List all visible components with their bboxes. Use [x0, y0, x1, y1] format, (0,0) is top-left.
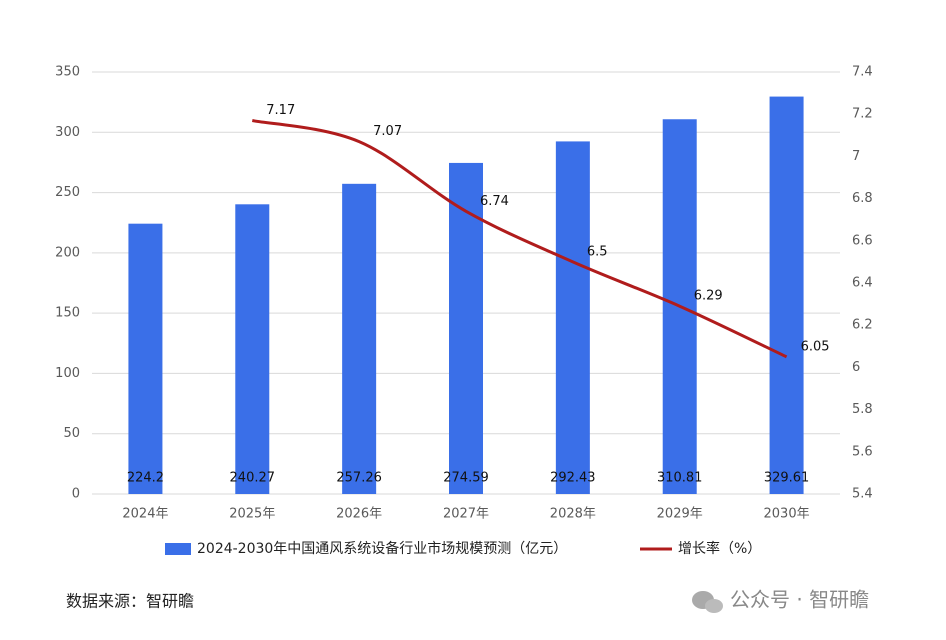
legend-label: 2024-2030年中国通风系统设备行业市场规模预测（亿元）: [197, 540, 567, 557]
y-tick-label: 250: [55, 185, 80, 200]
line-label: 6.29: [694, 289, 723, 304]
y-tick-label: 100: [55, 366, 80, 381]
line-label: 7.17: [266, 103, 295, 118]
watermark-icon: [692, 591, 723, 613]
data-label: 224.2: [127, 471, 164, 486]
data-label: 310.81: [657, 471, 703, 486]
bar: [342, 183, 377, 495]
y-tick-label: 350: [55, 65, 80, 80]
watermark: 公众号 · 智研瞻: [730, 588, 869, 612]
x-tick-label: 2024年: [122, 507, 168, 522]
bar: [128, 223, 163, 494]
line-label: 7.07: [373, 124, 402, 139]
x-tick-label: 2025年: [229, 507, 275, 522]
y2-tick-label: 5.8: [852, 402, 873, 417]
y2-tick-label: 6.4: [852, 276, 873, 291]
data-label: 329.61: [764, 471, 810, 486]
line-label: 6.74: [480, 194, 509, 209]
line: [251, 119, 788, 359]
line-label: 6.5: [587, 244, 608, 259]
data-label: 240.27: [230, 471, 276, 486]
data-label: 257.26: [336, 471, 382, 486]
data-label: 292.43: [550, 471, 596, 486]
x-tick-label: 2027年: [443, 507, 489, 522]
bar: [555, 141, 590, 494]
y2-tick-label: 5.6: [852, 444, 873, 459]
bar: [235, 204, 270, 494]
y2-tick-label: 7.2: [852, 107, 873, 122]
line-label: 6.05: [801, 339, 830, 354]
legend-swatch: [165, 543, 191, 555]
bar: [769, 96, 804, 495]
x-tick-label: 2026年: [336, 507, 382, 522]
x-tick-label: 2030年: [764, 507, 810, 522]
y-tick-label: 200: [55, 245, 80, 260]
y-tick-label: 50: [63, 426, 80, 441]
y2-tick-label: 5.4: [852, 487, 873, 502]
y2-tick-label: 7.4: [852, 65, 873, 80]
y-tick-label: 0: [72, 487, 80, 502]
data-label: 274.59: [443, 471, 489, 486]
y2-tick-label: 6.8: [852, 191, 873, 206]
y-tick-label: 150: [55, 306, 80, 321]
y-tick-label: 300: [55, 125, 80, 140]
x-tick-label: 2028年: [550, 507, 596, 522]
y2-tick-label: 7: [852, 149, 860, 164]
y2-tick-label: 6: [852, 360, 860, 375]
source-note: 数据来源：智研瞻: [66, 592, 194, 611]
legend-label: 增长率（%）: [678, 540, 761, 557]
x-tick-label: 2029年: [657, 507, 703, 522]
y2-tick-label: 6.2: [852, 318, 873, 333]
y2-tick-label: 6.6: [852, 233, 873, 248]
